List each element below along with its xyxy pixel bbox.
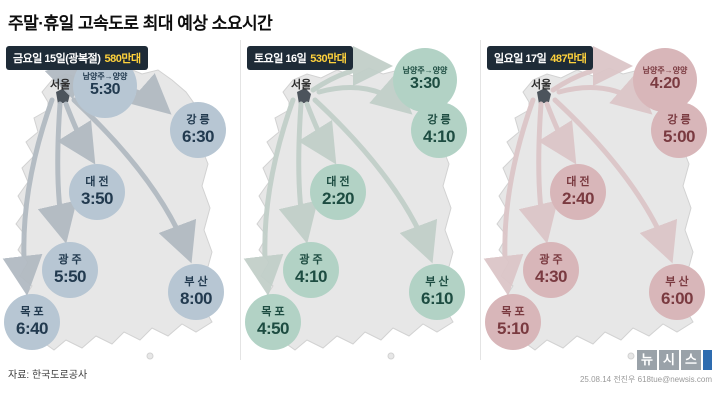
- city-name: 목 포: [501, 305, 525, 318]
- city-name: 목 포: [261, 305, 285, 318]
- city-time: 6:30: [181, 126, 215, 146]
- newsis-logo: 뉴 시 스: [580, 350, 712, 370]
- city-name: 광 주: [539, 253, 563, 266]
- city-name: 남양주→양양: [402, 66, 448, 76]
- panel-traffic-count: 580만대: [104, 53, 141, 65]
- seoul-label: 서울: [291, 79, 312, 91]
- city-time: 5:30: [89, 81, 121, 99]
- city-time: 6:40: [15, 318, 49, 338]
- route-arrow-namyangju: [550, 46, 633, 93]
- panel-header: 일요일 17일 487만대: [487, 46, 594, 70]
- byline-credit: 25.08.14 전진우 618tue@newsis.com: [579, 375, 712, 384]
- island: [627, 352, 635, 360]
- city-badge-mokpo: 목 포 6:40: [4, 294, 60, 350]
- city-badge-gwangju: 광 주 4:30: [523, 242, 579, 298]
- city-name: 목 포: [20, 305, 44, 318]
- island: [146, 352, 154, 360]
- panel-day-label: 일요일 17일: [494, 53, 547, 65]
- island: [387, 352, 395, 360]
- city-badge-busan: 부 산 8:00: [168, 264, 224, 320]
- route-arrow-mokpo: [243, 97, 296, 296]
- panel-day-label: 금요일 15일(광복절): [13, 53, 101, 65]
- city-time: 4:50: [256, 318, 290, 338]
- city-name: 부 산: [425, 275, 449, 288]
- panel-sunday: 일요일 17일 487만대 서울 남양주→양양 4:20 강 릉 5:00 대 전…: [480, 40, 720, 360]
- route-arrow-daejeon: [298, 101, 337, 165]
- city-name: 남양주→양양: [82, 72, 128, 82]
- route-arrow-gwangju: [518, 101, 558, 244]
- city-time: 3:30: [409, 75, 441, 93]
- route-arrow-mokpo: [483, 97, 536, 296]
- city-time: 4:10: [422, 126, 456, 146]
- city-name: 강 릉: [186, 113, 210, 126]
- city-name: 대 전: [326, 175, 350, 188]
- seoul-label: 서울: [531, 79, 552, 91]
- route-arrow-gangneung: [316, 73, 413, 115]
- city-time: 3:50: [80, 188, 114, 208]
- city-badge-gangneung: 강 릉 4:10: [411, 102, 467, 158]
- newsis-logo-block: 스: [681, 350, 701, 370]
- page-title: 주말·휴일 고속도로 최대 예상 소요시간: [8, 14, 273, 33]
- city-badge-gangneung: 강 릉 5:00: [651, 102, 707, 158]
- panel-saturday: 토요일 16일 530만대 서울 남양주→양양 3:30 강 릉 4:10 대 전…: [240, 40, 480, 360]
- city-name: 강 릉: [427, 113, 451, 126]
- panel-traffic-count: 487만대: [550, 53, 587, 65]
- city-badge-daejeon: 대 전 3:50: [69, 164, 125, 220]
- data-source: 자료: 한국도로공사: [8, 370, 88, 381]
- newsis-logo-block: 시: [659, 350, 679, 370]
- city-name: 강 릉: [667, 113, 691, 126]
- city-name: 부 산: [184, 275, 208, 288]
- city-badge-daejeon: 대 전 2:40: [550, 164, 606, 220]
- seoul-marker-icon: [297, 88, 311, 104]
- newsis-logo-accent: [703, 350, 712, 370]
- city-badge-busan: 부 산 6:10: [409, 264, 465, 320]
- panel-header: 토요일 16일 530만대: [247, 46, 354, 70]
- city-time: 4:20: [649, 75, 681, 93]
- city-name: 광 주: [299, 253, 323, 266]
- city-time: 4:10: [294, 266, 328, 286]
- city-name: 대 전: [566, 175, 590, 188]
- city-badge-gangneung: 강 릉 6:30: [170, 102, 226, 158]
- newsis-logo-block: 뉴: [637, 350, 657, 370]
- city-time: 2:20: [321, 188, 355, 208]
- city-name: 광 주: [58, 253, 82, 266]
- panel-header: 금요일 15일(광복절) 580만대: [6, 46, 148, 70]
- seoul-marker-icon: [537, 88, 551, 104]
- route-arrow-daejeon: [538, 101, 577, 165]
- city-badge-gwangju: 광 주 4:10: [283, 242, 339, 298]
- route-arrow-busan: [552, 97, 678, 264]
- city-name: 대 전: [85, 175, 109, 188]
- panels-row: 금요일 15일(광복절) 580만대 서울 남양주→양양 5:30 강 릉 6:3…: [0, 40, 720, 360]
- route-arrow-gwangju: [278, 101, 318, 244]
- city-time: 6:00: [660, 288, 694, 308]
- city-badge-mokpo: 목 포 5:10: [485, 294, 541, 350]
- panel-friday: 금요일 15일(광복절) 580만대 서울 남양주→양양 5:30 강 릉 6:3…: [0, 40, 240, 360]
- city-time: 5:10: [496, 318, 530, 338]
- city-name: 부 산: [665, 275, 689, 288]
- route-arrow-namyangju: [310, 46, 393, 93]
- route-arrow-gangneung: [556, 73, 653, 115]
- city-time: 5:50: [53, 266, 87, 286]
- city-name: 남양주→양양: [642, 66, 688, 76]
- seoul-label: 서울: [50, 79, 71, 91]
- route-arrow-gwangju: [37, 101, 77, 244]
- route-arrow-mokpo: [2, 97, 55, 296]
- city-badge-mokpo: 목 포 4:50: [245, 294, 301, 350]
- route-arrow-busan: [312, 97, 438, 264]
- panel-traffic-count: 530만대: [310, 53, 347, 65]
- panel-day-label: 토요일 16일: [254, 53, 307, 65]
- route-arrow-busan: [71, 97, 197, 264]
- city-time: 4:30: [534, 266, 568, 286]
- city-time: 8:00: [179, 288, 213, 308]
- city-time: 2:40: [561, 188, 595, 208]
- route-arrow-daejeon: [57, 101, 96, 165]
- city-badge-daejeon: 대 전 2:20: [310, 164, 366, 220]
- city-badge-busan: 부 산 6:00: [649, 264, 705, 320]
- city-time: 6:10: [420, 288, 454, 308]
- city-time: 5:00: [662, 126, 696, 146]
- city-badge-gwangju: 광 주 5:50: [42, 242, 98, 298]
- newsis-branding: 뉴 시 스 25.08.14 전진우 618tue@newsis.com: [580, 350, 712, 385]
